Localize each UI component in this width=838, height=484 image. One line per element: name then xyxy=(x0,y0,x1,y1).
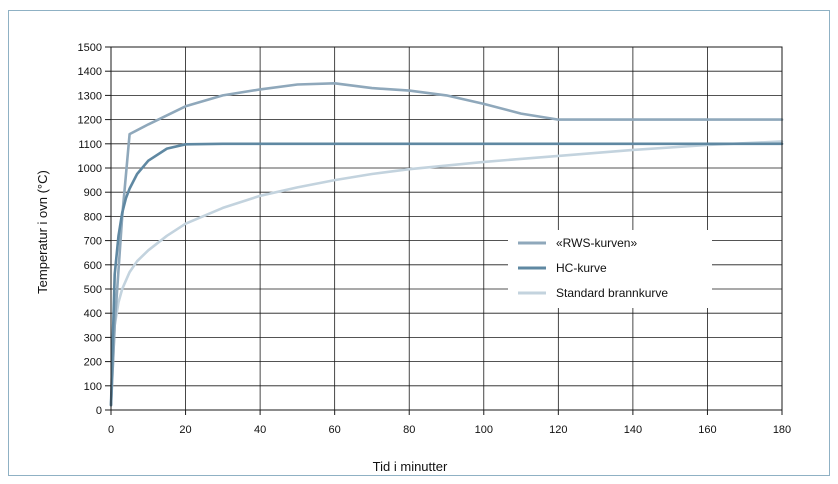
y-tick-label: 1400 xyxy=(78,66,102,78)
legend: «RWS-kurven» HC-kurve Standard brannkurv… xyxy=(508,230,712,308)
y-tick-label: 800 xyxy=(84,211,102,223)
y-axis-title: Temperatur i ovn (°C) xyxy=(35,170,50,294)
series-line-hc xyxy=(109,142,784,407)
y-tick-label: 500 xyxy=(84,284,102,296)
legend-label-hc: HC-kurve xyxy=(556,261,607,275)
y-tick-label: 900 xyxy=(84,187,102,199)
x-tick-label: 140 xyxy=(624,424,642,436)
x-tick-label: 100 xyxy=(475,424,493,436)
series-lines xyxy=(109,82,784,407)
x-axis-title: Tid i minutter xyxy=(373,459,448,474)
x-tick-label: 160 xyxy=(698,424,716,436)
y-tick-label: 1300 xyxy=(78,90,102,102)
y-tick-label: 700 xyxy=(84,236,102,248)
x-tick-label: 20 xyxy=(179,424,191,436)
x-tick-label: 0 xyxy=(108,424,114,436)
y-tick-label: 600 xyxy=(84,260,102,272)
y-tick-label: 1100 xyxy=(78,139,102,151)
x-tick-label: 80 xyxy=(403,424,415,436)
legend-label-standard: Standard brannkurve xyxy=(556,286,668,300)
x-tick-label: 120 xyxy=(549,424,567,436)
series-line-rws xyxy=(109,82,784,407)
x-tick-label: 60 xyxy=(329,424,341,436)
y-tick-label: 1500 xyxy=(78,42,102,54)
y-tick-label: 200 xyxy=(84,357,102,369)
plot-area-border xyxy=(110,46,783,411)
x-tick-label: 40 xyxy=(254,424,266,436)
y-tick-label: 100 xyxy=(84,381,102,393)
y-tick-label: 400 xyxy=(84,308,102,320)
series-line-standard xyxy=(109,140,784,407)
y-tick-label: 1200 xyxy=(78,115,102,127)
y-tick-label: 0 xyxy=(96,405,102,417)
y-tick-label: 1000 xyxy=(78,163,102,175)
x-tick-label: 180 xyxy=(773,424,791,436)
grid xyxy=(110,46,783,411)
y-tick-label: 300 xyxy=(84,332,102,344)
legend-label-rws: «RWS-kurven» xyxy=(556,236,637,250)
axes: 0100200300400500600700800900100011001200… xyxy=(78,42,792,436)
